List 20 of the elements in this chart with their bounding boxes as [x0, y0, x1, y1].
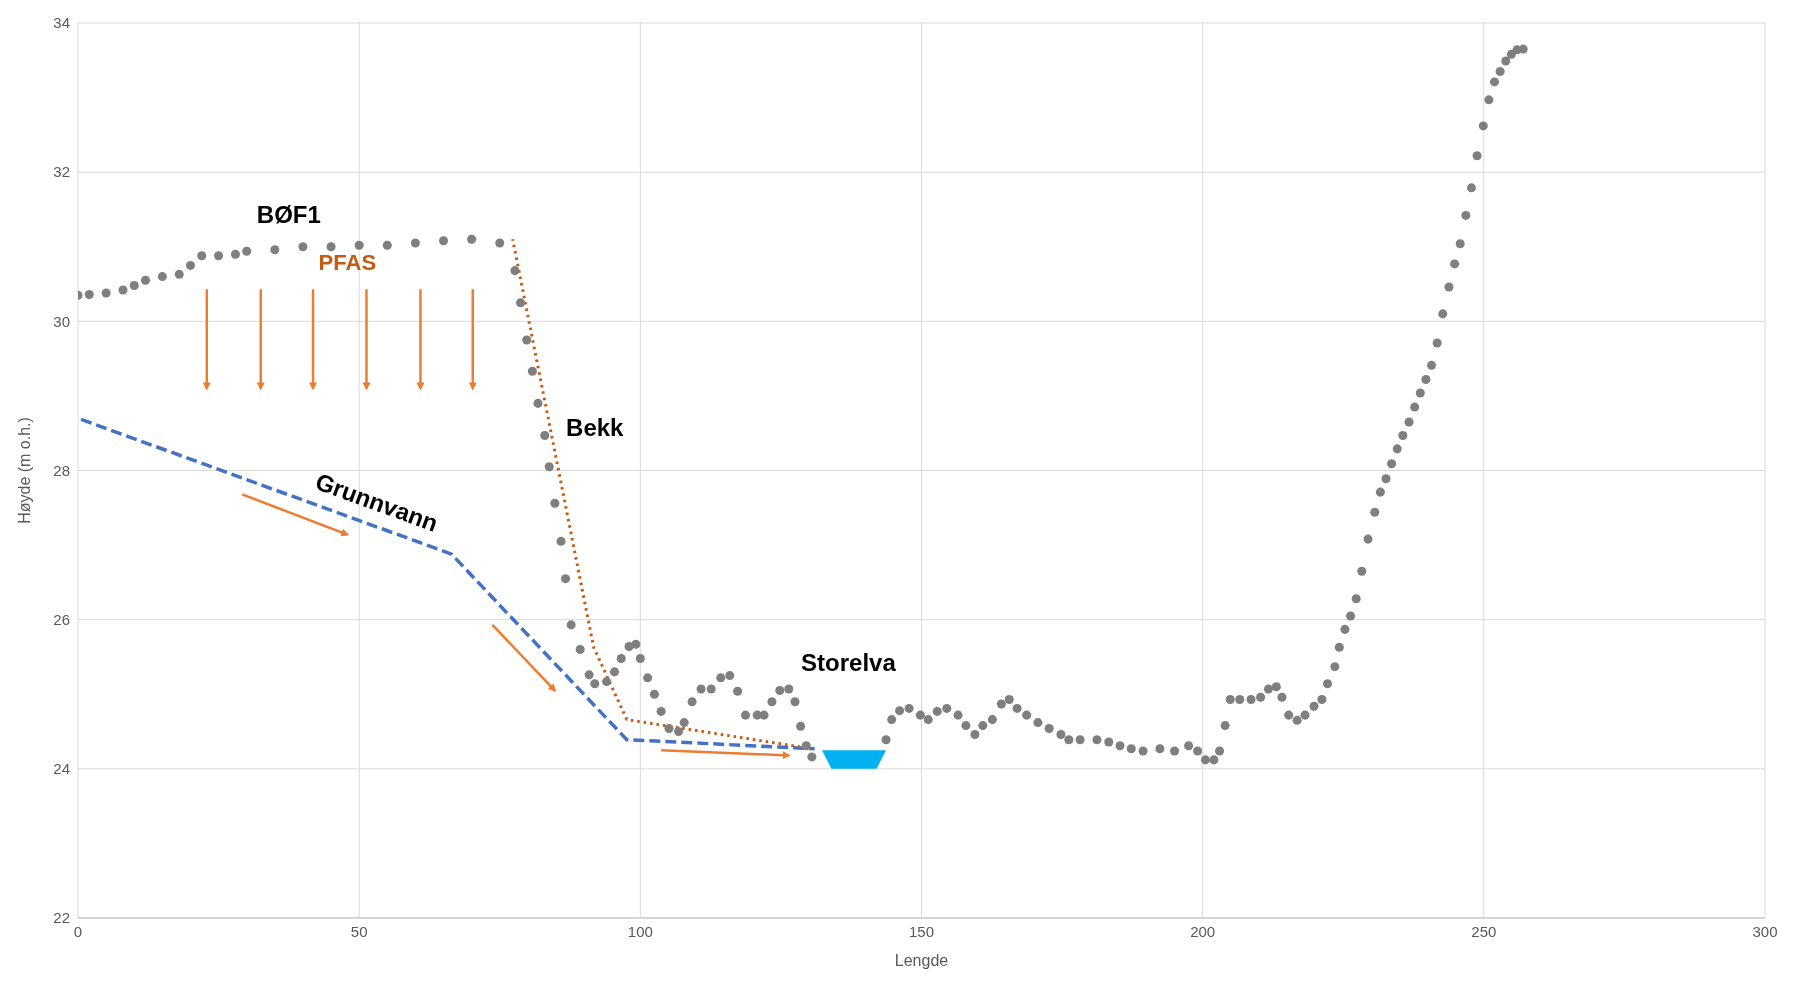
x-tick-label: 0: [73, 922, 83, 940]
y-tick-label: 34: [53, 14, 70, 32]
y-tick-label: 28: [53, 461, 70, 479]
y-tick-label: 22: [53, 909, 70, 927]
x-tick-label: 50: [350, 922, 368, 940]
x-tick-label: 200: [1190, 922, 1216, 940]
annotation: PFAS: [318, 249, 377, 275]
y-tick-label: 26: [53, 610, 70, 628]
y-axis-title: Høyde (m o.h.): [15, 417, 33, 524]
y-tick-label: 24: [53, 760, 70, 778]
x-axis-title: Lengde: [894, 952, 949, 969]
y-tick-label: 30: [53, 312, 70, 330]
x-tick-label: 100: [627, 922, 653, 940]
x-tick-label: 300: [1752, 922, 1778, 940]
annotation: BØF1: [256, 201, 321, 229]
annotation: Bekk: [566, 413, 625, 441]
x-tick-label: 250: [1471, 922, 1497, 940]
y-tick-label: 32: [53, 163, 70, 181]
x-tick-label: 150: [908, 922, 935, 940]
annotation: Storelva: [801, 648, 897, 676]
